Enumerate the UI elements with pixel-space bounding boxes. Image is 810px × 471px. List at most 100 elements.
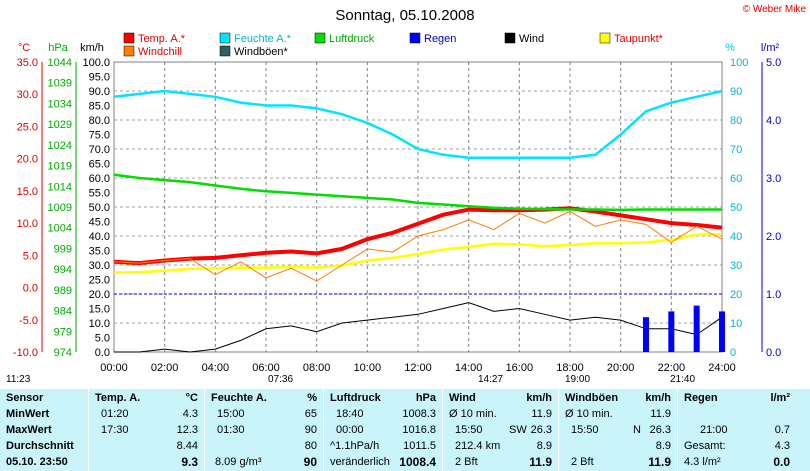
boeen-max-direction: N bbox=[633, 424, 641, 436]
pct-tick-label: 70 bbox=[730, 144, 742, 156]
row-current-label: 05.10. 23:50 bbox=[6, 456, 68, 468]
temp-tick-label: 20.0 bbox=[17, 154, 38, 166]
wind-max-direction: SW bbox=[509, 424, 527, 436]
hpa-tick-label: 1009 bbox=[48, 202, 72, 214]
col-sensor: Sensor MinWert MaxWert Durchschnitt 05.1… bbox=[0, 389, 89, 471]
boeen-current-value: 11.9 bbox=[648, 455, 671, 469]
druck-unit: hPa bbox=[415, 392, 436, 404]
x-tick-label: 00:00 bbox=[100, 362, 128, 374]
chart-series bbox=[113, 89, 725, 353]
row-avg-label: Durchschnitt bbox=[6, 440, 74, 452]
temp-min-value: 4.3 bbox=[182, 408, 198, 420]
temp-tick-label: 25.0 bbox=[17, 121, 38, 133]
regen-total-value: 4.3 bbox=[774, 440, 790, 452]
druck-max-time: 00:00 bbox=[336, 424, 364, 436]
temp-unit: °C bbox=[185, 392, 198, 404]
regen-max-value: 0.7 bbox=[774, 424, 790, 436]
temp-max-value: 12.3 bbox=[176, 424, 198, 436]
temp-tick-label: 30.0 bbox=[17, 89, 38, 101]
wind-max-time: 15:50 bbox=[455, 424, 483, 436]
kmh-tick-label: 55.0 bbox=[89, 188, 110, 200]
rain-tick-label: 5.0 bbox=[766, 57, 781, 69]
legend-swatch bbox=[219, 32, 231, 44]
kmh-tick-label: 85.0 bbox=[89, 101, 110, 113]
druck-forecast: veränderlich bbox=[330, 456, 390, 468]
rain-tick-label: 3.0 bbox=[766, 173, 781, 185]
druck-min-time: 18:40 bbox=[336, 408, 364, 420]
druck-current-value: 1008.4 bbox=[399, 455, 436, 469]
temp-tick-label: -10.0 bbox=[13, 347, 38, 359]
kmh-tick-label: 30.0 bbox=[89, 260, 110, 272]
wind-avg10-value: 11.9 bbox=[531, 408, 552, 420]
weather-chart: 00:00 02:00 04:00 06:00 08:00 10:00 12:00 14:00… bbox=[6, 4, 806, 385]
chart-legend: Temp. A.* Feuchte A.* Luftdruck Regen Wind Ta… bbox=[123, 32, 664, 58]
pct-tick-label: 30 bbox=[730, 260, 742, 272]
series-line bbox=[113, 89, 723, 159]
rain-tick-label: 0.0 bbox=[766, 347, 781, 359]
druck-trend: ^1.1hPa/h bbox=[330, 440, 380, 452]
x-tick-label: 20:00 bbox=[607, 362, 635, 374]
feuchte-min-time: 15:00 bbox=[217, 408, 245, 420]
feuchte-max-value: 90 bbox=[304, 424, 317, 436]
legend-label: Temp. A.* bbox=[138, 33, 186, 45]
sun-time-label: 07:36 bbox=[268, 374, 293, 385]
temp-tick-label: 35.0 bbox=[17, 57, 38, 69]
legend-swatch bbox=[504, 32, 516, 44]
kmh-tick-label: 25.0 bbox=[89, 275, 110, 287]
feuchte-unit: % bbox=[307, 392, 317, 404]
boeen-max-time: 15:50 bbox=[571, 424, 599, 436]
druck-min-value: 1008.3 bbox=[402, 408, 436, 420]
pct-tick-label: 60 bbox=[730, 173, 742, 185]
kmh-tick-label: 0.0 bbox=[95, 347, 110, 359]
x-tick-label: 02:00 bbox=[151, 362, 179, 374]
hpa-tick-label: 999 bbox=[54, 243, 72, 255]
regen-max-time: 21:00 bbox=[700, 424, 728, 436]
kmh-tick-label: 35.0 bbox=[89, 246, 110, 258]
col-temp: Temp. A. °C 01:20 4.3 17:30 12.3 8.44 9.… bbox=[89, 389, 205, 471]
x-tick-label: 10:00 bbox=[354, 362, 382, 374]
rain-bar bbox=[668, 311, 675, 352]
boeen-avg-value: 8.9 bbox=[655, 440, 671, 452]
boeen-avg-label: Ø 10 min. bbox=[565, 408, 613, 420]
temp-head: Temp. A. bbox=[95, 392, 141, 404]
series-line bbox=[113, 206, 723, 266]
chart-grid bbox=[113, 61, 723, 353]
legend-label: Wind bbox=[519, 33, 544, 45]
wind-head: Wind bbox=[449, 392, 476, 404]
kmh-tick-label: 45.0 bbox=[89, 217, 110, 229]
sun-time-label: 21:40 bbox=[670, 374, 695, 385]
hpa-tick-label: 1014 bbox=[48, 181, 72, 193]
col-regen: Regen l/m² 21:00 0.7 Gesamt: 4.3 4.3 l/m… bbox=[678, 389, 796, 471]
hpa-tick-label: 1024 bbox=[48, 140, 72, 152]
druck-head: Luftdruck bbox=[330, 392, 381, 404]
feuchte-current-value: 90 bbox=[303, 455, 317, 469]
kmh-tick-label: 90.0 bbox=[89, 86, 110, 98]
col-boeen: Windböen km/h Ø 10 min. 11.9 15:50 N 26.… bbox=[559, 389, 678, 471]
x-tick-label: 06:00 bbox=[252, 362, 280, 374]
unit-hpa: hPa bbox=[48, 42, 68, 54]
temp-max-time: 17:30 bbox=[101, 424, 129, 436]
wind-beaufort: 2 Bft bbox=[455, 456, 478, 468]
pct-tick-label: 50 bbox=[730, 202, 742, 214]
temp-tick-label: -5.0 bbox=[19, 315, 38, 327]
wind-avg-value: 8.9 bbox=[536, 440, 552, 452]
legend-swatch bbox=[409, 32, 421, 44]
series-line bbox=[113, 232, 723, 274]
sun-time-label: 14:27 bbox=[478, 374, 503, 385]
hpa-tick-label: 994 bbox=[54, 264, 72, 276]
series-line bbox=[113, 173, 722, 212]
x-tick-label: 18:00 bbox=[556, 362, 584, 374]
pct-tick-label: 100 bbox=[730, 57, 748, 69]
col-wind: Wind km/h Ø 10 min. 11.9 15:50 SW 26.3 2… bbox=[443, 389, 559, 471]
temp-min-time: 01:20 bbox=[101, 408, 129, 420]
boeen-unit: km/h bbox=[645, 392, 671, 404]
x-tick-label: 14:00 bbox=[455, 362, 483, 374]
feuchte-absolute: 8.09 g/m³ bbox=[215, 456, 262, 468]
kmh-tick-label: 65.0 bbox=[89, 159, 110, 171]
temp-tick-label: 5.0 bbox=[23, 250, 38, 262]
legend-label: Taupunkt* bbox=[614, 33, 664, 45]
unit-temp: °C bbox=[18, 42, 30, 54]
temp-tick-label: 0.0 bbox=[23, 283, 38, 295]
pct-tick-label: 90 bbox=[730, 86, 742, 98]
row-min-label: MinWert bbox=[6, 408, 50, 420]
